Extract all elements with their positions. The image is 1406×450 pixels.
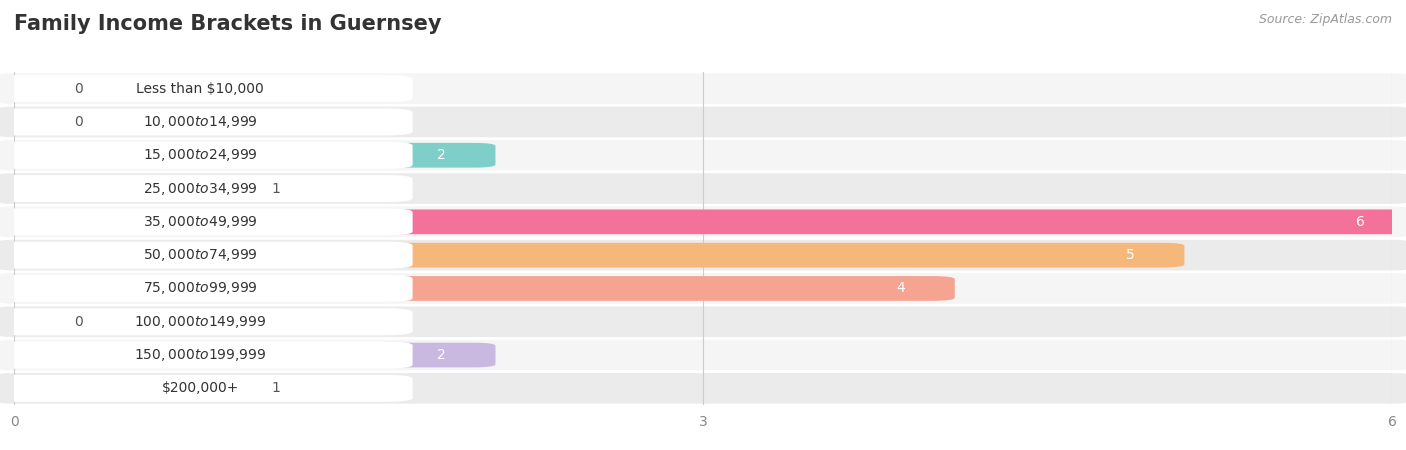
FancyBboxPatch shape bbox=[0, 376, 266, 400]
Text: 0: 0 bbox=[73, 315, 83, 329]
Text: 0: 0 bbox=[73, 115, 83, 129]
Text: Less than $10,000: Less than $10,000 bbox=[136, 81, 264, 96]
FancyBboxPatch shape bbox=[0, 76, 77, 101]
FancyBboxPatch shape bbox=[0, 143, 495, 167]
FancyBboxPatch shape bbox=[0, 75, 412, 102]
Text: $100,000 to $149,999: $100,000 to $149,999 bbox=[134, 314, 266, 330]
FancyBboxPatch shape bbox=[0, 108, 412, 135]
FancyBboxPatch shape bbox=[0, 343, 495, 367]
Text: $25,000 to $34,999: $25,000 to $34,999 bbox=[142, 180, 257, 197]
FancyBboxPatch shape bbox=[0, 110, 77, 134]
FancyBboxPatch shape bbox=[0, 273, 1406, 304]
FancyBboxPatch shape bbox=[0, 173, 1406, 204]
Text: $75,000 to $99,999: $75,000 to $99,999 bbox=[142, 280, 257, 297]
Text: 2: 2 bbox=[437, 348, 446, 362]
Text: 1: 1 bbox=[271, 181, 280, 196]
Text: 5: 5 bbox=[1126, 248, 1135, 262]
Text: Source: ZipAtlas.com: Source: ZipAtlas.com bbox=[1258, 14, 1392, 27]
Text: $35,000 to $49,999: $35,000 to $49,999 bbox=[142, 214, 257, 230]
FancyBboxPatch shape bbox=[0, 306, 1406, 337]
Text: 2: 2 bbox=[437, 148, 446, 162]
FancyBboxPatch shape bbox=[0, 375, 412, 402]
FancyBboxPatch shape bbox=[0, 210, 1406, 234]
FancyBboxPatch shape bbox=[0, 342, 412, 369]
FancyBboxPatch shape bbox=[0, 340, 1406, 370]
FancyBboxPatch shape bbox=[0, 310, 77, 334]
Text: 1: 1 bbox=[271, 381, 280, 396]
FancyBboxPatch shape bbox=[0, 107, 1406, 137]
FancyBboxPatch shape bbox=[0, 207, 1406, 237]
FancyBboxPatch shape bbox=[0, 176, 266, 201]
FancyBboxPatch shape bbox=[0, 142, 412, 169]
Text: 4: 4 bbox=[897, 281, 905, 296]
FancyBboxPatch shape bbox=[0, 373, 1406, 404]
Text: 0: 0 bbox=[73, 81, 83, 96]
FancyBboxPatch shape bbox=[0, 208, 412, 235]
FancyBboxPatch shape bbox=[0, 242, 412, 269]
Text: $150,000 to $199,999: $150,000 to $199,999 bbox=[134, 347, 266, 363]
FancyBboxPatch shape bbox=[0, 243, 1184, 267]
Text: $200,000+: $200,000+ bbox=[162, 381, 239, 396]
Text: 6: 6 bbox=[1355, 215, 1364, 229]
FancyBboxPatch shape bbox=[0, 275, 412, 302]
FancyBboxPatch shape bbox=[0, 308, 412, 335]
FancyBboxPatch shape bbox=[0, 240, 1406, 270]
Text: $15,000 to $24,999: $15,000 to $24,999 bbox=[142, 147, 257, 163]
FancyBboxPatch shape bbox=[0, 276, 955, 301]
FancyBboxPatch shape bbox=[0, 175, 412, 202]
Text: $10,000 to $14,999: $10,000 to $14,999 bbox=[142, 114, 257, 130]
Text: Family Income Brackets in Guernsey: Family Income Brackets in Guernsey bbox=[14, 14, 441, 33]
FancyBboxPatch shape bbox=[0, 140, 1406, 171]
FancyBboxPatch shape bbox=[0, 73, 1406, 104]
Text: $50,000 to $74,999: $50,000 to $74,999 bbox=[142, 247, 257, 263]
